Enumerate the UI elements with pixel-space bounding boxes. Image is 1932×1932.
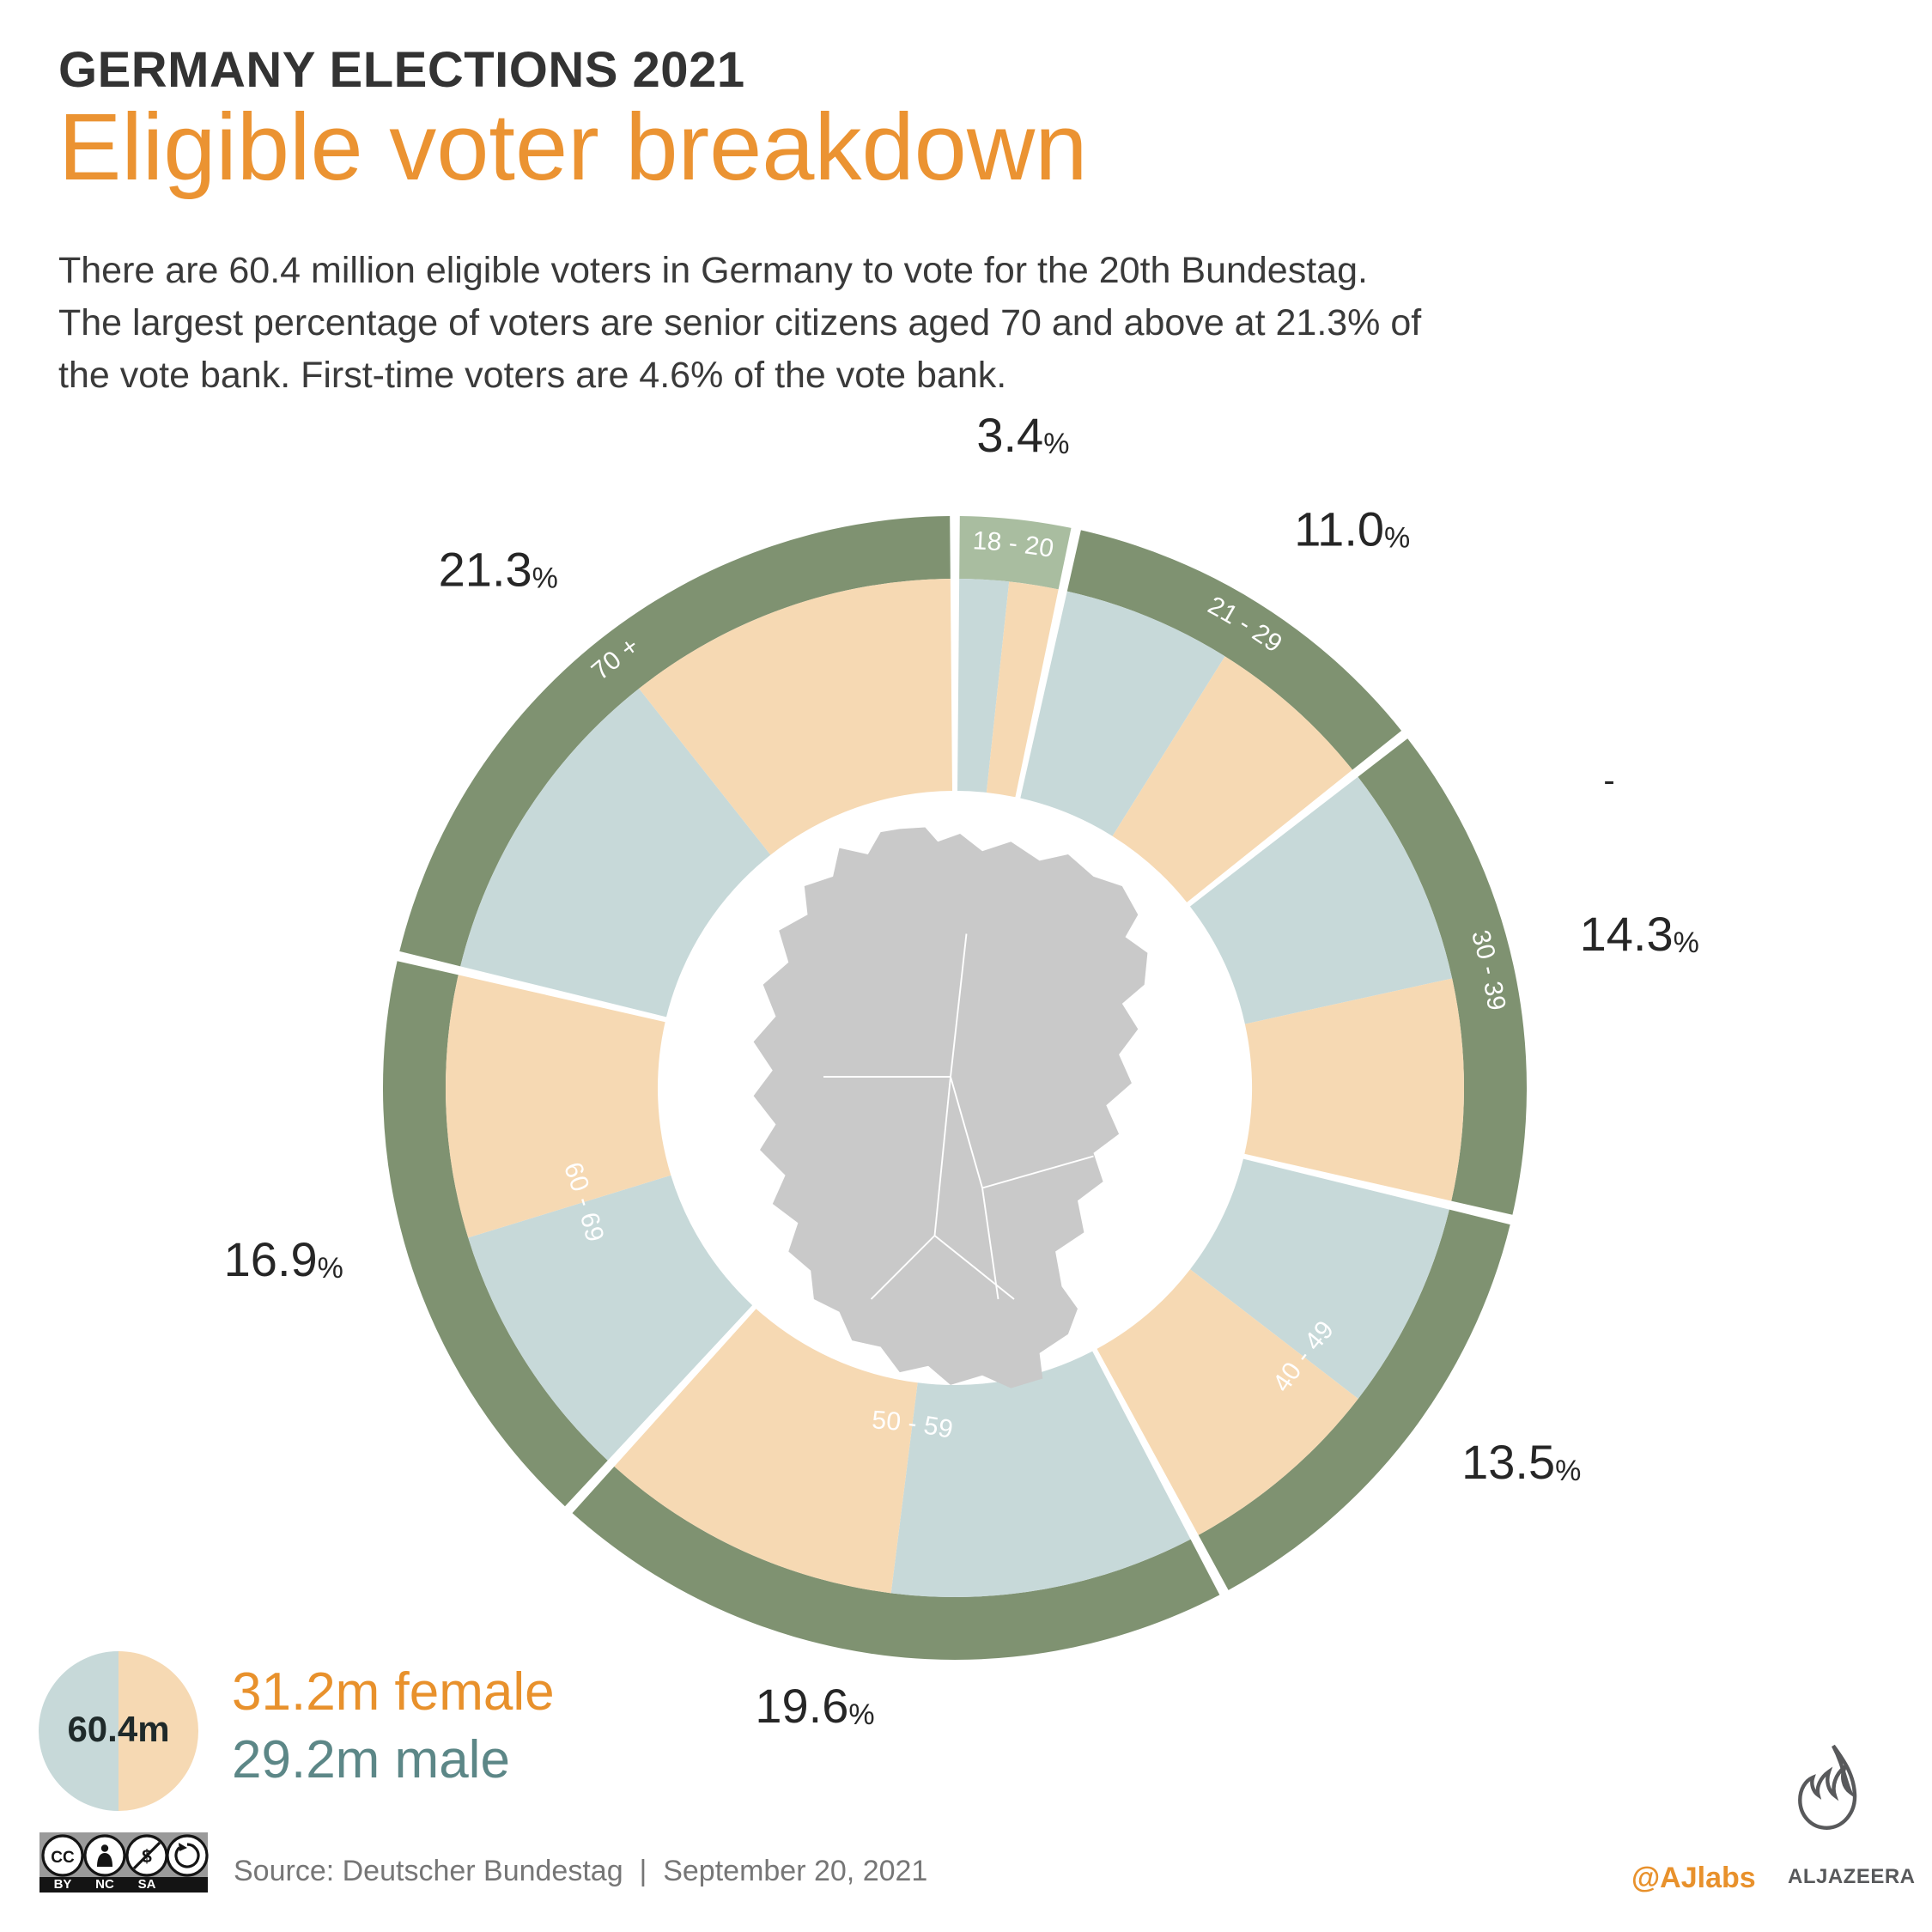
svg-text:SA: SA bbox=[138, 1877, 156, 1892]
svg-text:CC: CC bbox=[51, 1849, 75, 1867]
svg-text:BY: BY bbox=[54, 1877, 72, 1892]
svg-text:19.6%: 19.6% bbox=[755, 1679, 874, 1733]
svg-text:21.3%: 21.3% bbox=[439, 543, 558, 597]
svg-text:NC: NC bbox=[95, 1877, 114, 1892]
svg-text:3.4%: 3.4% bbox=[976, 408, 1069, 462]
svg-text:14.3%: 14.3% bbox=[1580, 907, 1699, 961]
svg-text:13.5%: 13.5% bbox=[1461, 1435, 1581, 1489]
svg-text:60.4m: 60.4m bbox=[67, 1709, 169, 1749]
svg-text:16.9%: 16.9% bbox=[224, 1232, 343, 1286]
svg-text:-: - bbox=[1603, 762, 1614, 799]
svg-text:11.0%: 11.0% bbox=[1294, 502, 1410, 556]
